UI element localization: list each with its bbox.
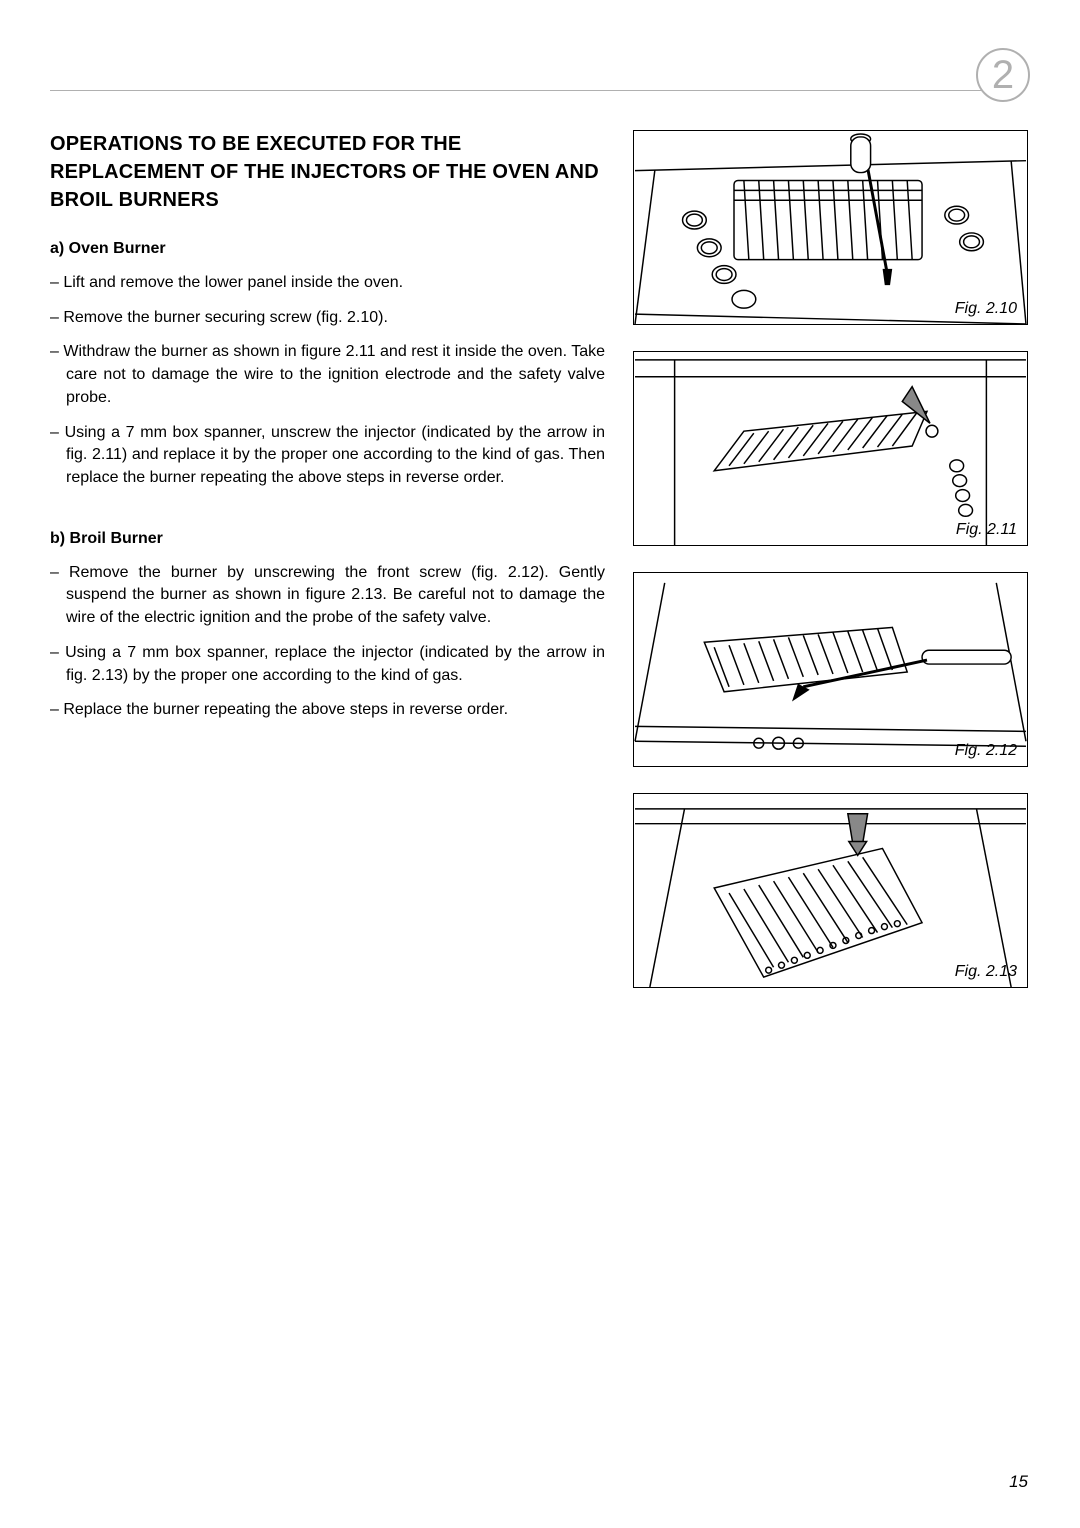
list-item: Remove the burner by unscrewing the fron… [50,562,605,630]
broil-burner-steps: Remove the burner by unscrewing the fron… [50,562,605,722]
header-rule [50,90,1025,91]
figure-2-12-svg [634,573,1027,766]
figure-caption: Fig. 2.13 [955,963,1017,981]
figure-2-13-svg [634,794,1027,987]
figure-caption: Fig. 2.12 [955,742,1017,760]
page-title: OPERATIONS TO BE EXECUTED FOR THE REPLAC… [50,130,605,214]
figure-caption: Fig. 2.11 [956,521,1017,539]
figure-column: Fig. 2.10 [633,130,1028,988]
figure-2-11-svg [634,352,1027,545]
list-item: Remove the burner securing screw (fig. 2… [50,307,605,330]
list-item: Replace the burner repeating the above s… [50,699,605,722]
figure-2-13: Fig. 2.13 [633,793,1028,988]
figure-2-10-svg [634,131,1027,324]
oven-burner-heading: a) Oven Burner [50,240,605,258]
text-column: OPERATIONS TO BE EXECUTED FOR THE REPLAC… [50,130,605,988]
oven-burner-steps: Lift and remove the lower panel inside t… [50,272,605,490]
figure-2-12: Fig. 2.12 [633,572,1028,767]
figure-caption: Fig. 2.10 [955,300,1017,318]
broil-burner-heading: b) Broil Burner [50,530,605,548]
list-item: Withdraw the burner as shown in figure 2… [50,341,605,409]
section-number-badge: 2 [976,48,1030,102]
list-item: Using a 7 mm box spanner, replace the in… [50,642,605,687]
content-wrap: OPERATIONS TO BE EXECUTED FOR THE REPLAC… [50,130,1030,988]
figure-2-10: Fig. 2.10 [633,130,1028,325]
page-number: 15 [1009,1472,1028,1492]
list-item: Lift and remove the lower panel inside t… [50,272,605,295]
figure-2-11: Fig. 2.11 [633,351,1028,546]
list-item: Using a 7 mm box spanner, unscrew the in… [50,422,605,490]
